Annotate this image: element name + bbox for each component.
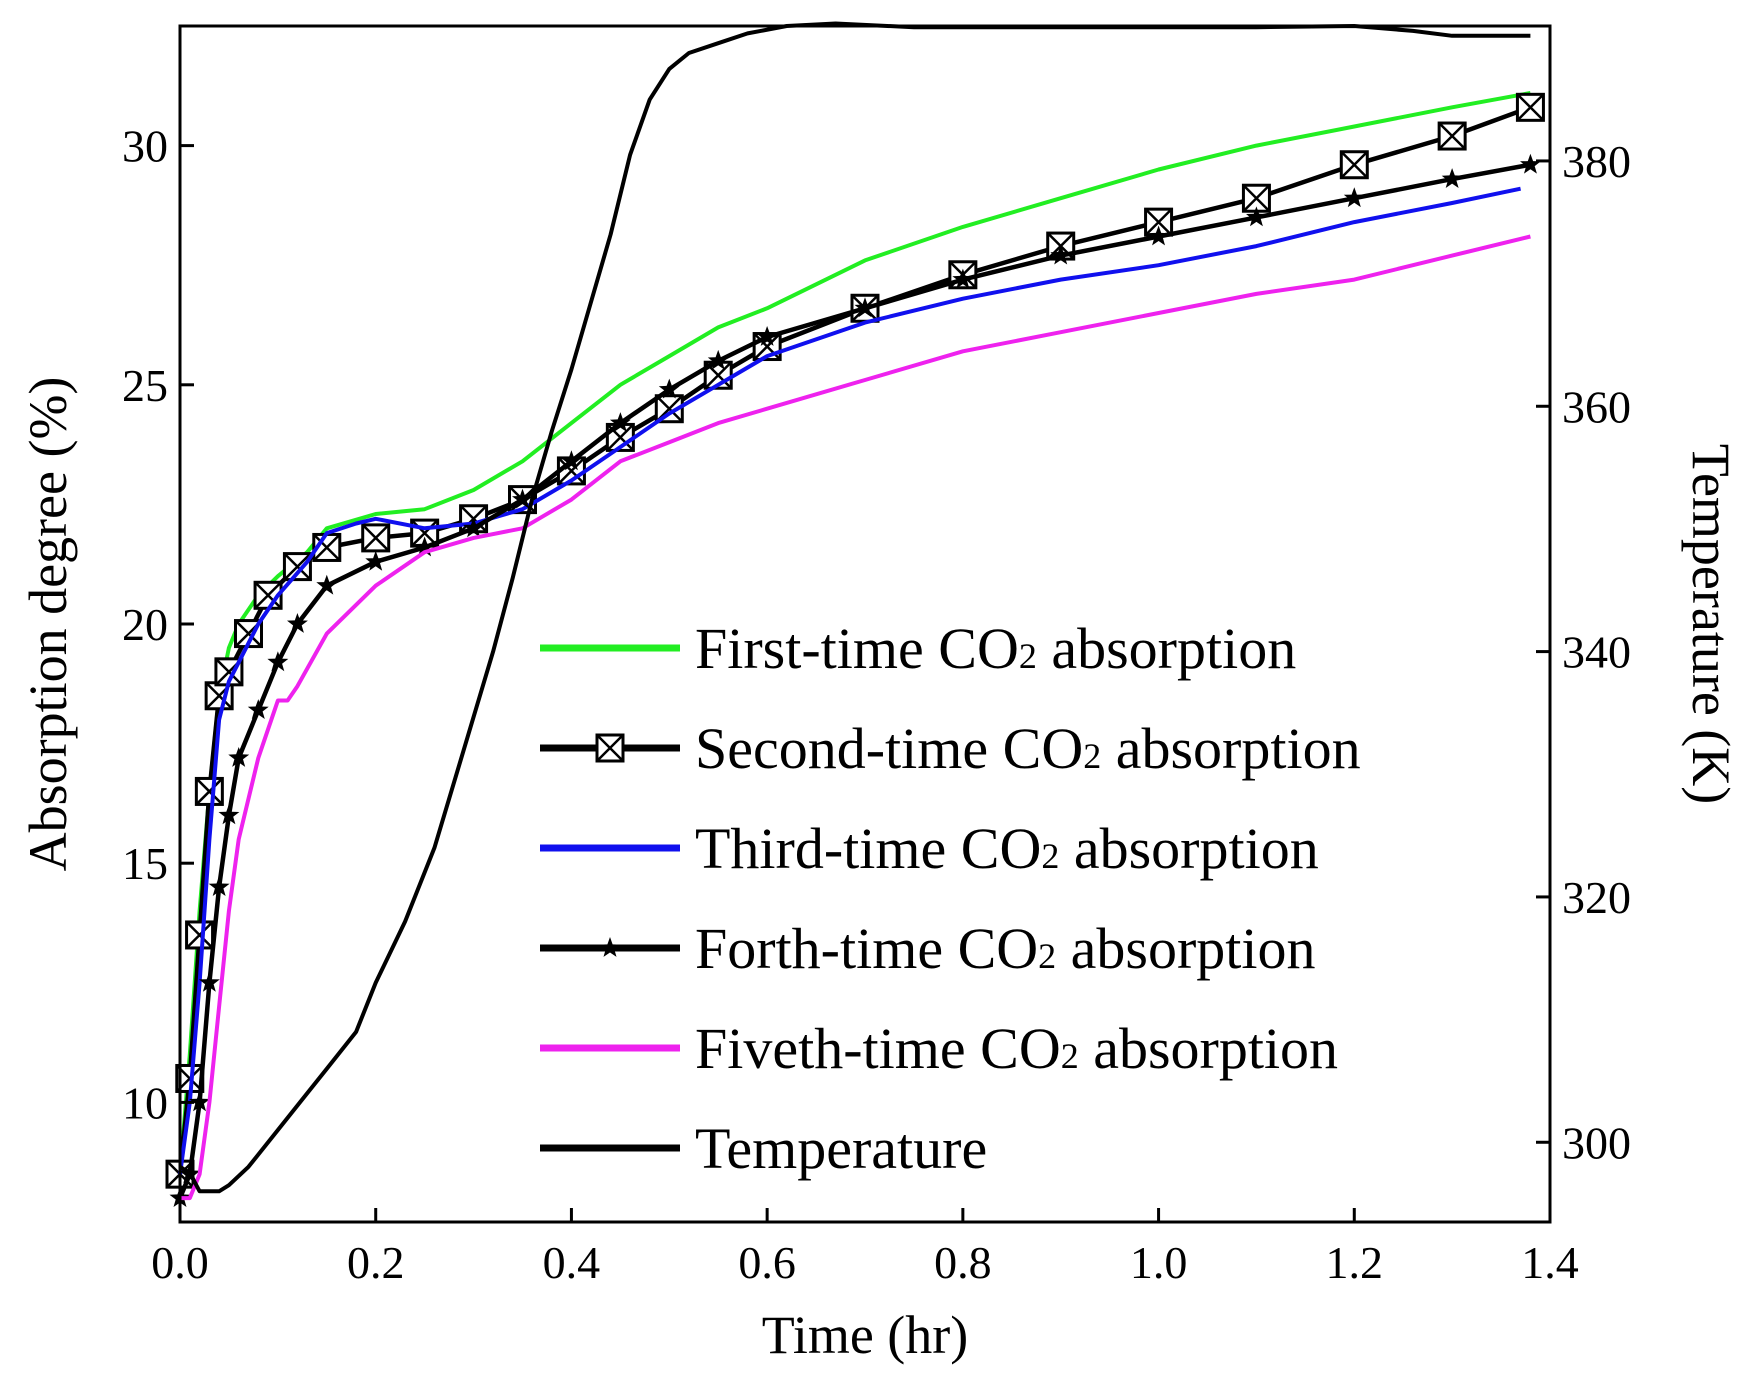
second-time-co2-absorption-point — [194, 776, 224, 806]
forth-time-co2-absorption-point — [854, 297, 876, 318]
forth-time-co2-absorption-point — [1148, 225, 1169, 246]
y-left-tick-label: 15 — [122, 838, 168, 889]
forth-time-co2-absorption-point — [267, 651, 289, 672]
x-tick-label: 1.4 — [1521, 1237, 1579, 1288]
forth-time-co2-absorption-point — [463, 517, 484, 538]
forth-time-co2-absorption-point — [198, 971, 220, 992]
legend-item-forth-time-co2-absorption: Forth-time CO2 absorption — [540, 916, 1316, 981]
forth-time-co2-absorption-point — [756, 326, 778, 346]
forth-time-co2-absorption-line — [177, 162, 1531, 1199]
tick-layer: 0.0 0.2 0.4 0.6 0.8 1.0 1.2 1.4 10 15 20 25 30 300 320… — [122, 121, 1631, 1288]
forth-time-co2-absorption-point — [228, 747, 250, 767]
y-left-tick-label: 30 — [122, 121, 168, 172]
forth-time-co2-absorption-point — [561, 450, 582, 471]
y-right-tick-label: 360 — [1562, 381, 1631, 432]
fiveth-time-co2-absorption-line — [180, 234, 1531, 1201]
forth-time-co2-absorption-point — [1520, 153, 1541, 174]
legend-item-third-time-co2-absorption: Third-time CO2 absorption — [540, 816, 1319, 881]
forth-time-co2-absorption-point — [218, 804, 240, 825]
second-time-co2-absorption-point — [1515, 92, 1545, 122]
forth-time-co2-absorption-point — [609, 412, 631, 432]
second-time-co2-absorption-point — [1437, 121, 1467, 151]
forth-time-co2-absorption-point — [1343, 187, 1365, 208]
legend-label: Forth-time CO2 absorption — [695, 916, 1316, 981]
legend-marker — [595, 733, 625, 763]
y-left-tick-label: 10 — [122, 1077, 168, 1128]
x-tick-label: 0.0 — [151, 1237, 209, 1288]
x-tick-label: 1.2 — [1326, 1237, 1384, 1288]
x-axis-title: Time (hr) — [762, 1305, 969, 1365]
legend-label: Third-time CO2 absorption — [695, 816, 1319, 881]
legend-item-fiveth-time-co2-absorption: Fiveth-time CO2 absorption — [540, 1016, 1338, 1081]
forth-time-co2-absorption-point — [189, 1091, 210, 1112]
forth-time-co2-absorption-point — [365, 550, 387, 571]
legend-item-temperature: Temperature — [540, 1116, 987, 1181]
forth-time-co2-absorption-point — [658, 378, 680, 399]
x-tick-label: 0.6 — [738, 1237, 796, 1288]
forth-time-co2-absorption-point — [512, 488, 533, 509]
y-left-tick-label: 25 — [122, 360, 168, 411]
forth-time-co2-absorption-point — [707, 349, 729, 370]
x-tick-label: 0.8 — [934, 1237, 992, 1288]
forth-time-co2-absorption-point — [287, 613, 308, 633]
forth-time-co2-absorption-point — [1050, 244, 1072, 265]
series-fiveth-time-co2-absorption — [180, 234, 1531, 1201]
legend-marker — [599, 937, 621, 957]
legend-label: First-time CO2 absorption — [695, 616, 1296, 681]
y-right-tick-label: 340 — [1562, 627, 1631, 678]
x-tick-label: 0.2 — [347, 1237, 405, 1288]
y-right-tick-label: 380 — [1562, 136, 1631, 187]
forth-time-co2-absorption-point — [208, 876, 230, 896]
second-time-co2-absorption-point — [1339, 150, 1369, 180]
second-time-co2-absorption-point — [185, 920, 215, 950]
y-axis-left-title: Absorption degree (%) — [18, 377, 78, 872]
x-tick-label: 0.4 — [543, 1237, 601, 1288]
legend-item-second-time-co2-absorption: Second-time CO2 absorption — [540, 716, 1361, 781]
legend-label: Second-time CO2 absorption — [695, 716, 1361, 781]
forth-time-co2-absorption-point — [1441, 168, 1463, 188]
forth-time-co2-absorption-point — [952, 268, 974, 289]
forth-time-co2-absorption-point — [414, 536, 436, 557]
forth-time-co2-absorption-point — [316, 574, 338, 595]
y-right-tick-label: 320 — [1562, 872, 1631, 923]
y-right-tick-label: 300 — [1562, 1117, 1631, 1168]
forth-time-co2-absorption-point — [1246, 206, 1267, 227]
x-tick-label: 1.0 — [1130, 1237, 1188, 1288]
y-axis-right-title: Temperature (K) — [1681, 444, 1741, 805]
y-left-tick-label: 20 — [122, 599, 168, 650]
legend: First-time CO2 absorption Second-time CO2… — [540, 616, 1361, 1181]
legend-item-first-time-co2-absorption: First-time CO2 absorption — [540, 616, 1296, 681]
second-time-co2-absorption-point — [361, 523, 391, 553]
legend-label: Fiveth-time CO2 absorption — [695, 1016, 1338, 1081]
forth-time-co2-absorption-point — [247, 699, 269, 719]
legend-label: Temperature — [695, 1116, 987, 1181]
